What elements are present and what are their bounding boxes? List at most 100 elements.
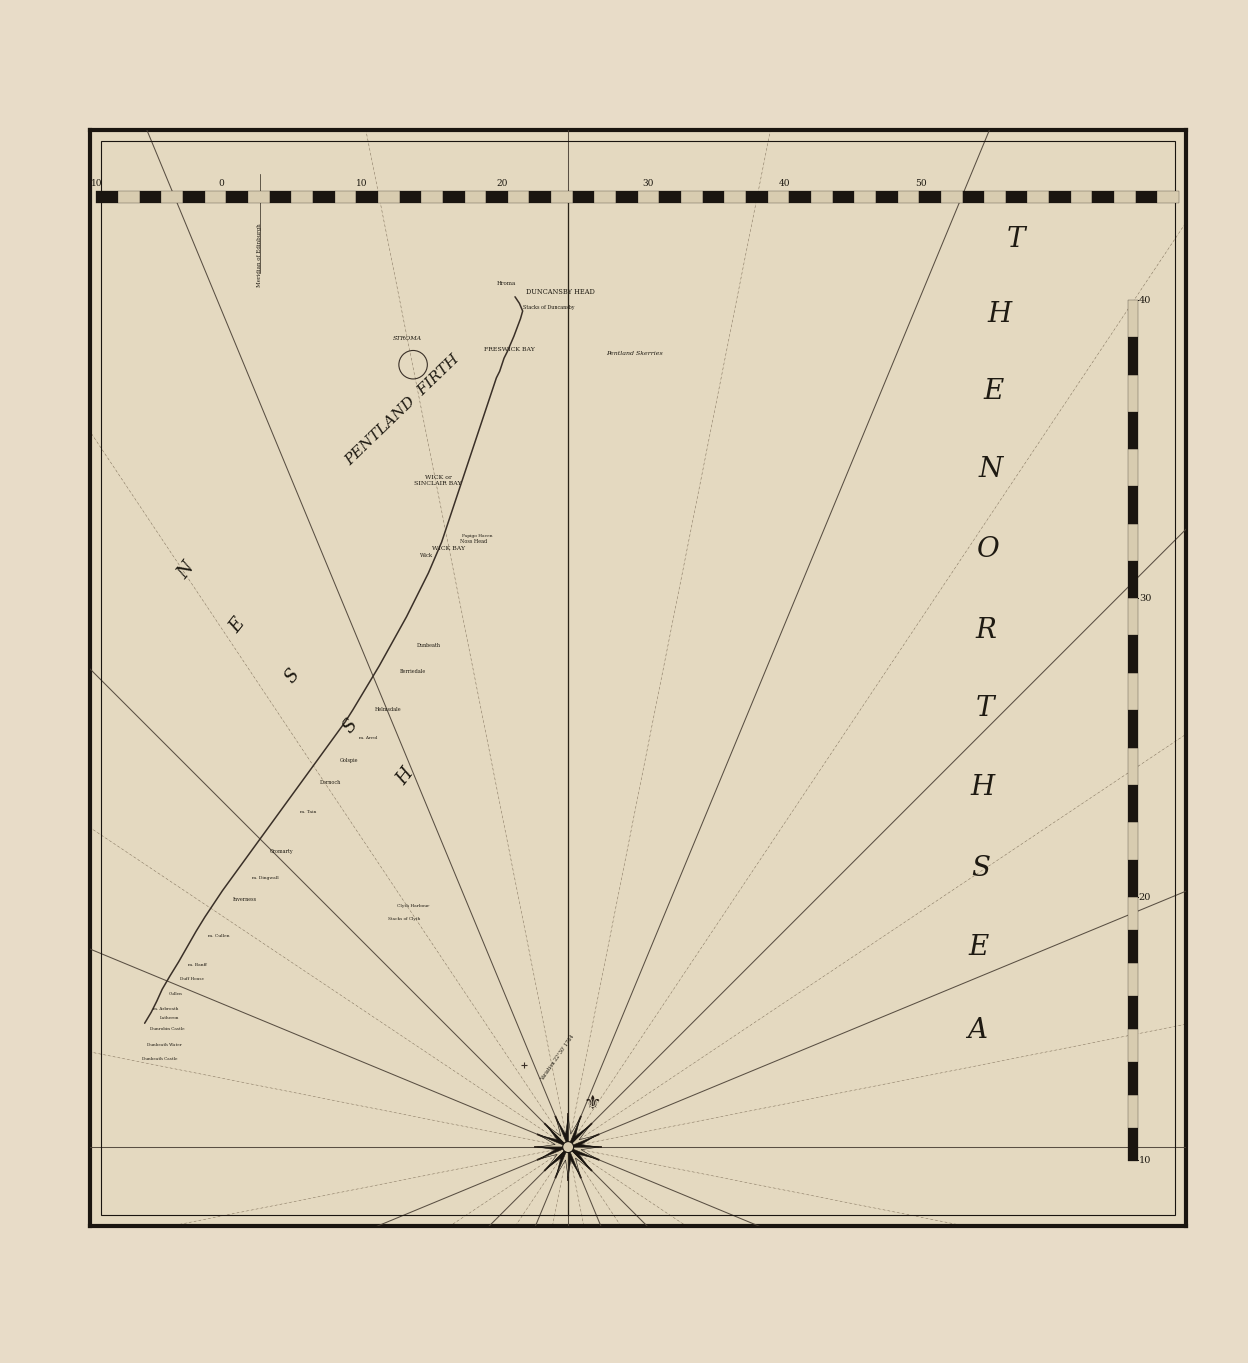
Text: E: E <box>227 615 248 637</box>
Polygon shape <box>547 1148 568 1175</box>
Bar <box>1127 412 1138 448</box>
Text: Inverness: Inverness <box>232 897 256 902</box>
Bar <box>1127 785 1138 822</box>
Bar <box>985 191 1006 203</box>
Text: Pentland Skerries: Pentland Skerries <box>607 352 663 356</box>
Bar <box>378 191 399 203</box>
Text: Cromarty: Cromarty <box>270 849 293 853</box>
Polygon shape <box>540 1148 568 1168</box>
Text: DUNCANSBY HEAD: DUNCANSBY HEAD <box>525 289 595 296</box>
Polygon shape <box>538 1135 568 1148</box>
Bar <box>1127 860 1138 897</box>
Polygon shape <box>568 1148 599 1159</box>
Bar <box>422 191 443 203</box>
Text: FRESWICK BAY: FRESWICK BAY <box>484 346 535 352</box>
Text: Berriedale: Berriedale <box>399 669 427 675</box>
Bar <box>1127 337 1138 375</box>
Bar <box>962 191 985 203</box>
Bar <box>1127 487 1138 523</box>
Text: Papigo Haven: Papigo Haven <box>463 534 493 537</box>
Circle shape <box>563 1142 574 1153</box>
Text: m. Banff: m. Banff <box>188 964 207 968</box>
Text: O: O <box>977 537 1000 563</box>
Text: Dunbeath Water: Dunbeath Water <box>147 1043 182 1047</box>
Bar <box>399 191 422 203</box>
Bar <box>832 191 854 203</box>
Bar <box>140 191 161 203</box>
Bar <box>573 191 594 203</box>
Bar <box>1127 673 1138 710</box>
Bar <box>1157 191 1179 203</box>
Text: WICK BAY: WICK BAY <box>432 547 464 551</box>
Text: R: R <box>976 617 997 645</box>
Bar <box>594 191 617 203</box>
Text: Variation 22°30' 1784: Variation 22°30' 1784 <box>539 1033 575 1081</box>
Bar <box>1127 598 1138 635</box>
Text: E: E <box>968 934 988 961</box>
Bar <box>1127 964 1138 996</box>
Bar <box>119 191 140 203</box>
Text: 30: 30 <box>1139 594 1151 602</box>
Text: 40: 40 <box>1139 296 1151 304</box>
Text: N: N <box>175 559 198 582</box>
Polygon shape <box>568 1135 599 1148</box>
Polygon shape <box>568 1126 597 1148</box>
Bar <box>1127 996 1138 1029</box>
Polygon shape <box>568 1148 590 1175</box>
Text: H: H <box>971 774 995 801</box>
Text: Helmsdale: Helmsdale <box>374 707 402 713</box>
Text: Cullen: Cullen <box>168 992 182 995</box>
Bar <box>1136 191 1157 203</box>
Bar <box>876 191 897 203</box>
Bar <box>854 191 876 203</box>
Text: 10: 10 <box>356 179 367 188</box>
Text: Noss Head: Noss Head <box>461 538 488 544</box>
Text: 0: 0 <box>218 179 223 188</box>
Bar <box>617 191 638 203</box>
Text: Golspie: Golspie <box>339 758 358 763</box>
Bar <box>681 191 703 203</box>
Bar <box>1127 1096 1138 1129</box>
Text: H: H <box>987 301 1011 328</box>
Bar <box>1127 897 1138 931</box>
Text: m. Arbroath: m. Arbroath <box>154 1007 178 1011</box>
Bar <box>508 191 529 203</box>
Text: E: E <box>983 378 1003 405</box>
Text: Hroma: Hroma <box>497 281 515 286</box>
Polygon shape <box>540 1126 568 1148</box>
Bar <box>334 191 356 203</box>
Text: m. Cullen: m. Cullen <box>208 934 230 938</box>
Bar <box>529 191 552 203</box>
Text: STROMA: STROMA <box>393 335 422 341</box>
Bar <box>183 191 205 203</box>
Text: 50: 50 <box>916 179 927 188</box>
Bar <box>920 191 941 203</box>
Text: H: H <box>393 765 417 788</box>
Bar <box>1092 191 1114 203</box>
Bar <box>1127 748 1138 785</box>
Text: Duff House: Duff House <box>180 977 203 981</box>
Polygon shape <box>568 1116 580 1148</box>
Polygon shape <box>557 1116 568 1148</box>
Bar <box>161 191 183 203</box>
Text: Clyth Harbour: Clyth Harbour <box>397 904 429 908</box>
Bar <box>356 191 378 203</box>
Text: Stacks of Duncansby: Stacks of Duncansby <box>523 305 574 311</box>
Bar <box>205 191 226 203</box>
Text: Wick: Wick <box>419 553 433 557</box>
Text: Latheron: Latheron <box>160 1015 180 1020</box>
Bar <box>746 191 768 203</box>
Bar <box>703 191 724 203</box>
Bar <box>1127 710 1138 748</box>
Text: S: S <box>282 665 303 687</box>
Text: Dunbeath: Dunbeath <box>417 643 441 647</box>
Bar <box>291 191 313 203</box>
Text: S: S <box>339 716 362 737</box>
Bar <box>1127 1029 1138 1062</box>
Bar <box>1027 191 1050 203</box>
Polygon shape <box>547 1119 568 1148</box>
Polygon shape <box>538 1148 568 1159</box>
Bar <box>1071 191 1092 203</box>
Text: WICK or
SINCLAIR BAY: WICK or SINCLAIR BAY <box>414 476 462 487</box>
Text: m. Dingwall: m. Dingwall <box>252 875 278 879</box>
